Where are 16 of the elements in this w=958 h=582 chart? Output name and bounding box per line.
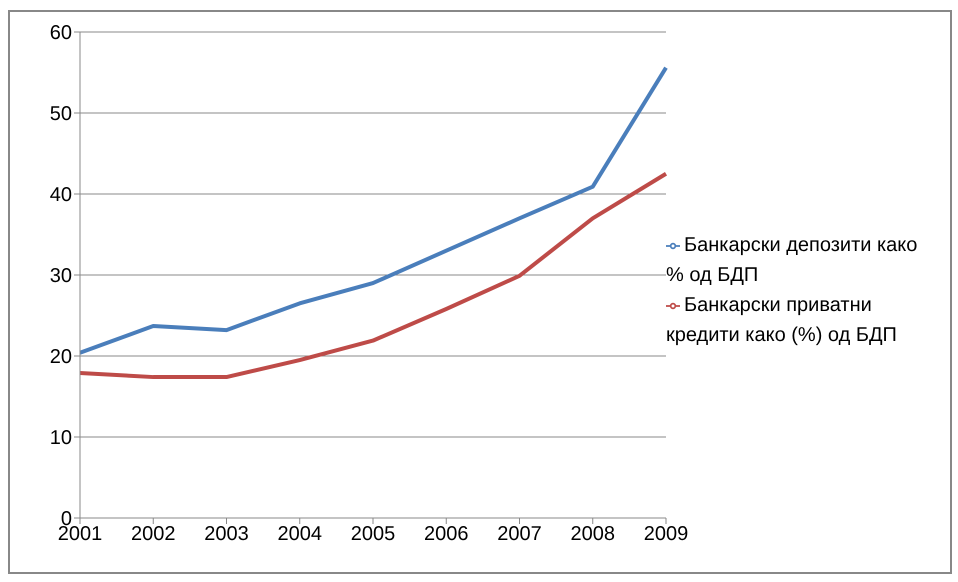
- x-tick-label: 2007: [497, 523, 542, 546]
- x-tick-label: 2002: [131, 523, 176, 546]
- x-tick-label: 2006: [424, 523, 468, 546]
- legend-label: Банкарски депозити како % од БДП: [666, 234, 918, 286]
- x-tick-label: 2005: [350, 523, 396, 546]
- y-tick-label: 20: [50, 346, 72, 368]
- y-tick-label: 10: [50, 427, 72, 450]
- y-tick-label: 40: [50, 184, 72, 206]
- x-tick-label: 2008: [570, 523, 615, 546]
- x-tick-label: 2009: [644, 523, 688, 546]
- x-tick-label: 2004: [278, 523, 322, 546]
- y-tick-label: 60: [50, 22, 72, 44]
- x-tick-label: 2003: [204, 523, 249, 546]
- legend-label: Банкарски приватни кредити како (%) од БДП: [666, 294, 897, 346]
- y-tick-label: 30: [50, 265, 72, 288]
- y-tick-label: 50: [50, 103, 72, 126]
